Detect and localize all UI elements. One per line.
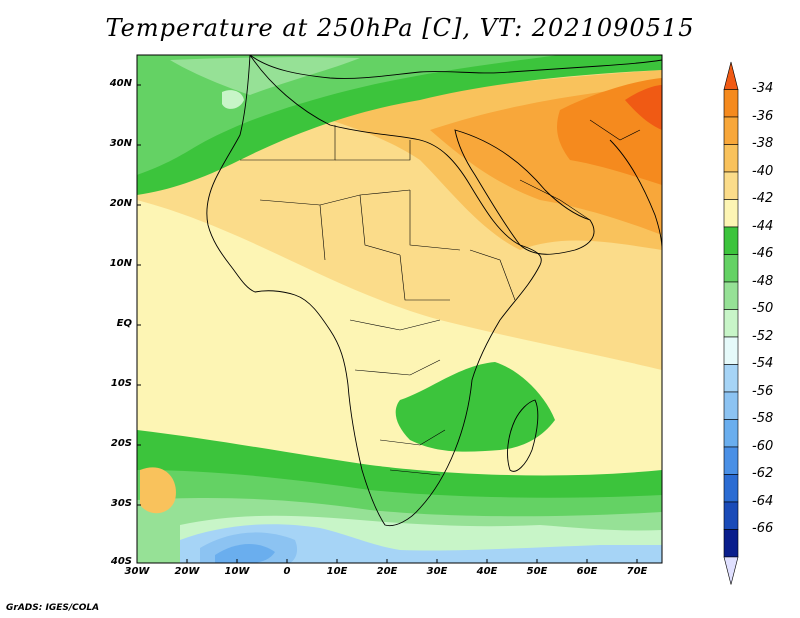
colorbar-label: -60 xyxy=(752,439,774,454)
colorbar-swatch xyxy=(723,474,739,503)
colorbar-label: -64 xyxy=(752,494,774,509)
lat-label: EQ xyxy=(116,318,132,329)
colorbar-label: -50 xyxy=(752,301,774,316)
credit-text: GrADS: IGES/COLA xyxy=(6,603,100,613)
colorbar-swatch xyxy=(723,446,739,475)
colorbar-label: -36 xyxy=(752,109,774,124)
lon-label: 60E xyxy=(576,566,598,577)
field-warm-34 xyxy=(625,85,662,130)
lat-label: 20S xyxy=(110,438,132,449)
colorbar-swatch xyxy=(723,281,739,310)
colorbar-label: -42 xyxy=(752,191,774,206)
colorbar-swatch xyxy=(723,309,739,338)
colorbar-swatch xyxy=(723,364,739,393)
colorbar-label: -34 xyxy=(752,81,774,96)
lat-label: 30N xyxy=(109,138,132,149)
lon-label: 40E xyxy=(476,566,498,577)
colorbar-label: -46 xyxy=(752,246,774,261)
lon-label: 20E xyxy=(376,566,398,577)
field-cold-south-58 xyxy=(215,544,275,563)
field-cold-north-pale xyxy=(170,57,360,95)
lat-label: 10S xyxy=(110,378,132,389)
colorbar-swatch xyxy=(723,501,739,530)
lon-label: 20W xyxy=(174,566,200,577)
europe-coast xyxy=(249,55,662,79)
colorbar-swatch xyxy=(723,529,739,558)
coastlines xyxy=(206,55,662,527)
arabia-outline xyxy=(454,129,595,255)
colorbar-swatch xyxy=(723,89,739,118)
lat-label: 40S xyxy=(110,556,132,567)
field-warm-sw-patch xyxy=(140,467,176,514)
lon-label: 10W xyxy=(224,566,250,577)
colorbar-label: -40 xyxy=(752,164,774,179)
colorbar-label: -54 xyxy=(752,356,774,371)
colorbar-label: -44 xyxy=(752,219,774,234)
lat-label: 20N xyxy=(109,198,132,209)
colorbar xyxy=(723,61,739,585)
lon-label: 30W xyxy=(124,566,150,577)
colorbar-swatch xyxy=(723,199,739,228)
colorbar-arrow-top xyxy=(723,61,739,90)
map-frame xyxy=(136,54,663,564)
colorbar-swatch xyxy=(723,391,739,420)
colorbar-label: -52 xyxy=(752,329,774,344)
temperature-field xyxy=(137,55,662,563)
india-coast xyxy=(609,139,662,251)
lat-label: 40N xyxy=(109,78,132,89)
lat-label: 30S xyxy=(110,498,132,509)
colorbar-label: -58 xyxy=(752,411,774,426)
lon-label: 0 xyxy=(283,566,291,577)
colorbar-label: -56 xyxy=(752,384,774,399)
country-borders xyxy=(240,119,641,476)
colorbar-swatch xyxy=(723,254,739,283)
colorbar-label: -38 xyxy=(752,136,774,151)
field-cold-se-africa xyxy=(395,362,555,452)
field-cold-south-54 xyxy=(180,524,662,563)
lat-label: 10N xyxy=(109,258,132,269)
lon-label: 30E xyxy=(426,566,448,577)
axis-ticks xyxy=(137,84,638,563)
colorbar-swatch xyxy=(723,336,739,365)
lon-label: 50E xyxy=(526,566,548,577)
colorbar-swatch xyxy=(723,419,739,448)
lon-label: 70E xyxy=(626,566,648,577)
colorbar-arrow-bottom xyxy=(723,556,739,585)
colorbar-label: -48 xyxy=(752,274,774,289)
chart-title: Temperature at 250hPa [C], VT: 202109051… xyxy=(105,14,695,42)
colorbar-swatch xyxy=(723,116,739,145)
colorbar-swatch xyxy=(723,226,739,255)
colorbar-swatch xyxy=(723,144,739,173)
colorbar-swatch xyxy=(723,171,739,200)
lon-label: 10E xyxy=(326,566,348,577)
africa-outline xyxy=(206,55,542,527)
madagascar-outline xyxy=(507,399,539,472)
colorbar-label: -66 xyxy=(752,521,774,536)
colorbar-label: -62 xyxy=(752,466,774,481)
field-cold-north-spot xyxy=(222,90,244,109)
